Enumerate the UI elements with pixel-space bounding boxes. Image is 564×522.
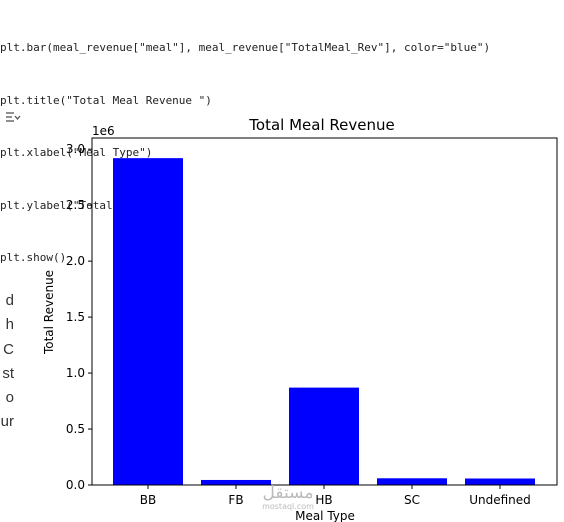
y-axis-title: Total Revenue	[42, 270, 56, 355]
bars-group	[113, 158, 535, 486]
x-axis: BB FB HB SC Undefined	[140, 485, 531, 507]
bar-sc	[377, 478, 447, 485]
y-tick-label: 0.0	[66, 478, 85, 492]
chart-title: Total Meal Revenue	[248, 116, 394, 134]
watermark-arabic: مستقل	[263, 483, 314, 503]
sidebar-fragment: st	[2, 364, 14, 382]
bar-bb	[113, 158, 183, 486]
y-tick-label: 1.0	[66, 366, 85, 380]
bar-fb	[201, 479, 271, 485]
y-tick-label: 2.0	[66, 254, 85, 268]
y-tick-label: 1.5	[66, 310, 85, 324]
x-tick-label: BB	[140, 493, 156, 507]
watermark: مستقل mostaql.com	[262, 483, 314, 511]
output-toggle-icon[interactable]	[3, 108, 21, 126]
x-tick-label: SC	[404, 493, 420, 507]
sidebar-fragment: h	[5, 316, 14, 334]
y-tick-label: 2.5	[66, 198, 85, 212]
watermark-site: mostaql.com	[262, 502, 314, 511]
sidebar-fragment: o	[5, 389, 14, 407]
y-tick-label: 3.0	[66, 142, 85, 156]
code-line-3: plt.xlabel("Meal Type")	[0, 146, 153, 159]
sidebar-fragment: d	[5, 292, 14, 309]
x-tick-label: HB	[315, 493, 332, 507]
sidebar-fragment: C	[3, 340, 14, 358]
sidebar-fragment: ur	[0, 413, 14, 431]
bar-hb	[289, 387, 359, 485]
y-axis: 0.0 0.5 1.0 1.5 2.0 2.5 3.0	[66, 142, 92, 492]
code-line-2: plt.title("Total Meal Revenue ")	[0, 93, 212, 107]
y-offset-label: 1e6	[92, 124, 115, 138]
x-tick-label: Undefined	[469, 493, 531, 507]
y-tick-label: 0.5	[66, 422, 85, 436]
code-line-1: plt.bar(meal_revenue["meal"], meal_reven…	[0, 41, 491, 54]
x-tick-label: FB	[228, 493, 243, 507]
output-toggle-glyph	[6, 112, 21, 122]
code-line-5: plt.show()	[0, 251, 67, 264]
sidebar-text-fragments: d h C st o ur	[0, 289, 14, 435]
bar-undefined	[465, 478, 535, 485]
x-axis-title: Meal Type	[295, 509, 355, 522]
